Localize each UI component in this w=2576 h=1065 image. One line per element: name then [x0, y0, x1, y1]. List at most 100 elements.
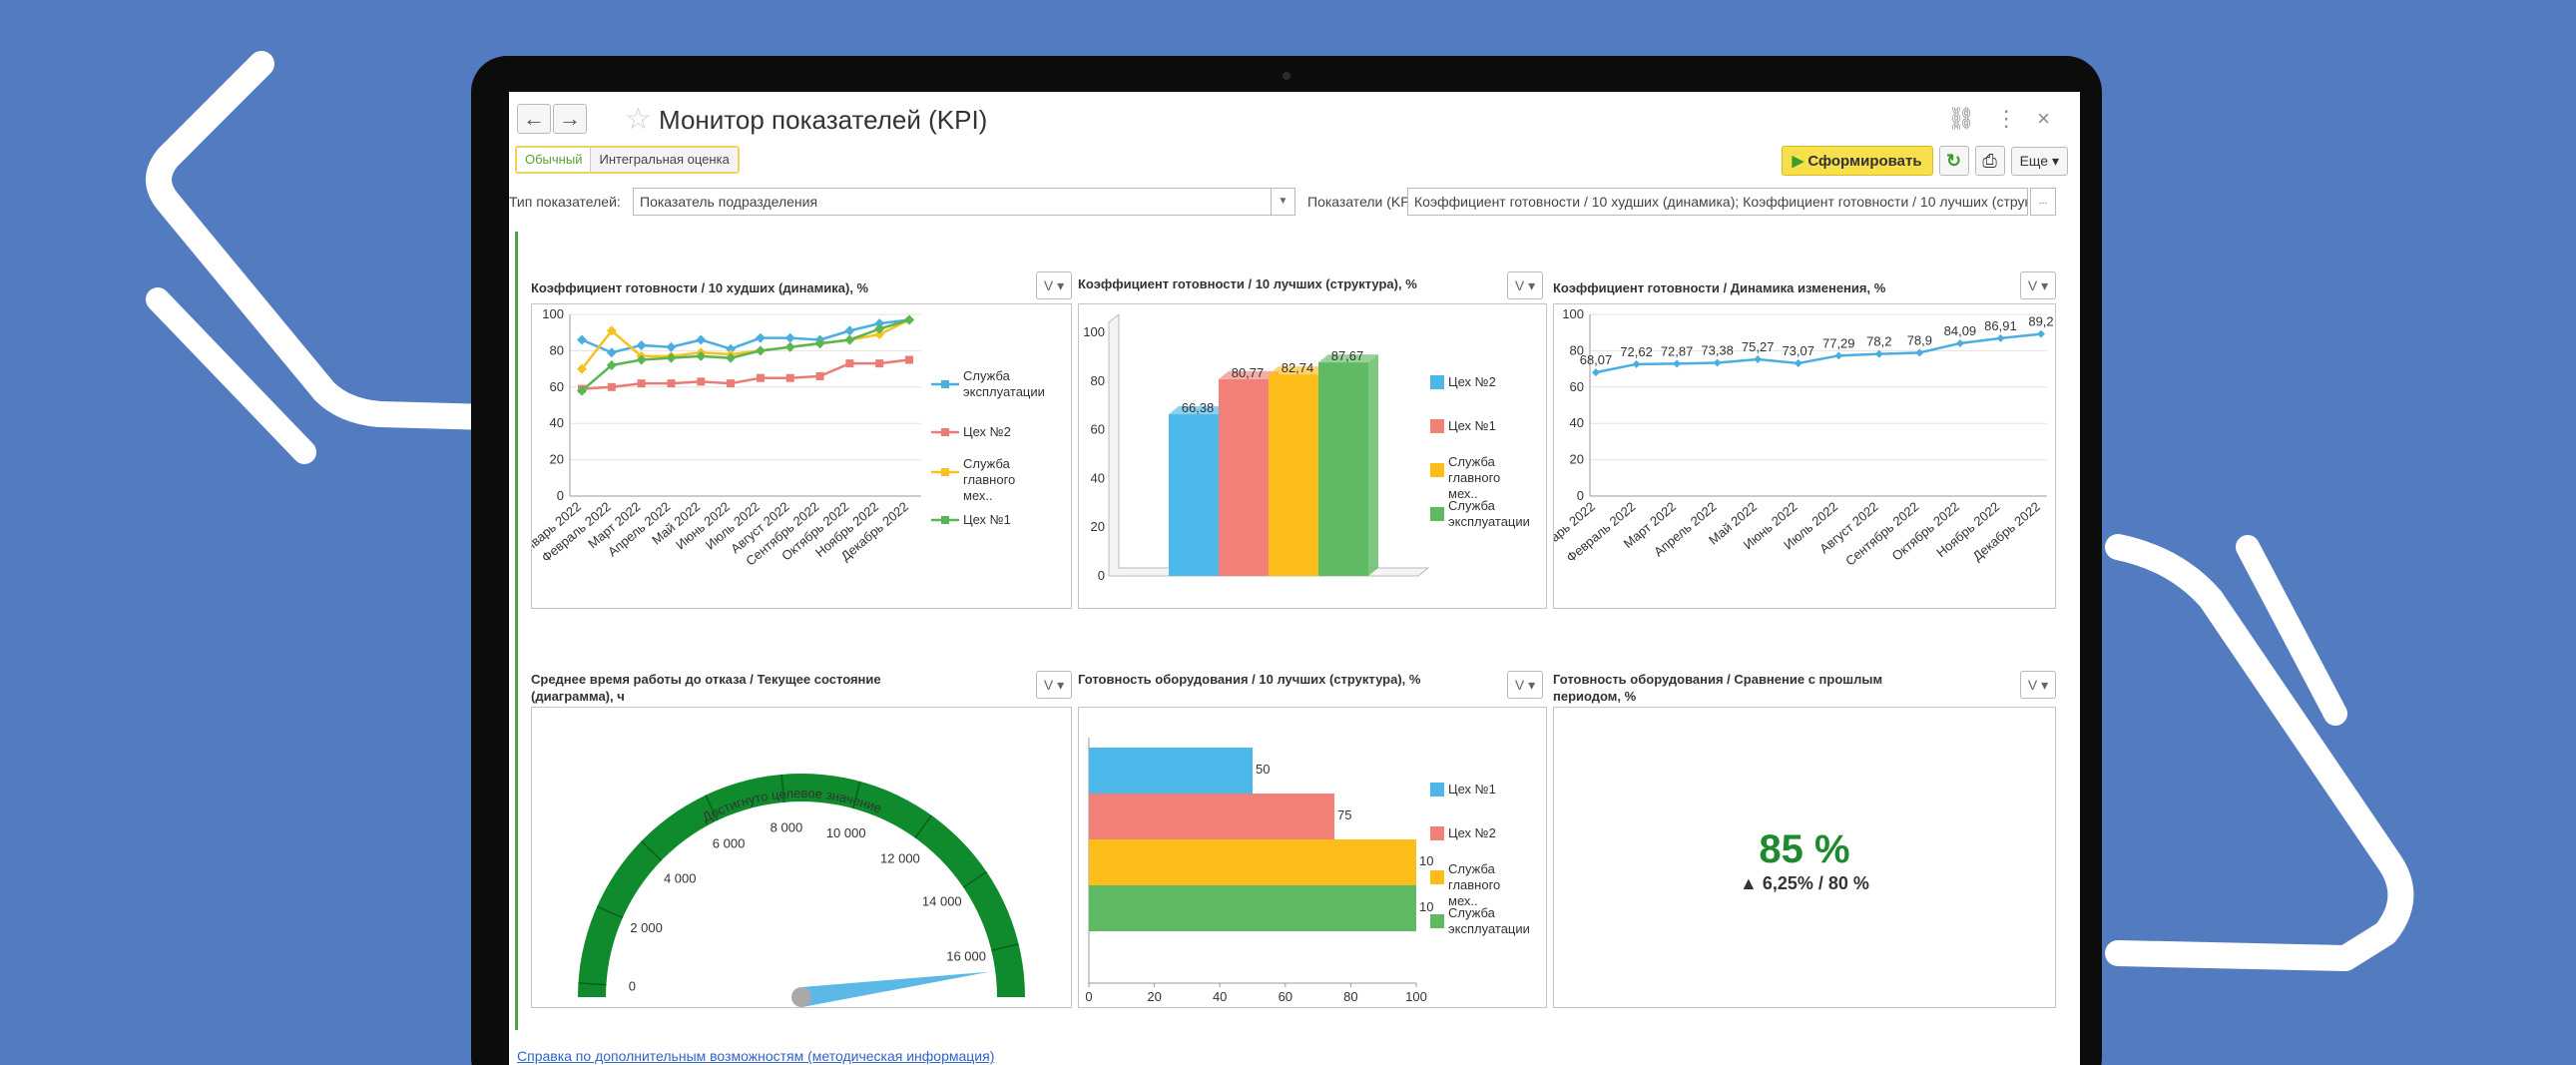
panel-4-title: Среднее время работы до отказа / Текущее…	[531, 672, 881, 704]
bar	[1169, 414, 1219, 576]
chevron-down-icon: ▾	[2051, 152, 2059, 169]
series-line	[581, 318, 910, 354]
data-point	[606, 325, 617, 336]
panel-5-title: Готовность оборудования / 10 лучших (стр…	[1078, 672, 1421, 687]
gauge-tick	[914, 814, 932, 839]
refresh-button[interactable]: ↻	[1938, 146, 1969, 176]
generate-button[interactable]: ▶ Сформировать	[1781, 146, 1933, 176]
panel-1-variant-button[interactable]: V ▾	[1036, 271, 1072, 299]
filter-row: Тип показателей: Показатель подразделени…	[509, 188, 2070, 216]
mode-integral[interactable]: Интегральная оценка	[591, 148, 738, 172]
kpi-select-button[interactable]: ...	[2030, 188, 2056, 216]
legend-swatch	[1430, 870, 1444, 884]
close-icon[interactable]: ×	[2037, 106, 2070, 131]
line-chart-dynamics: 0 20 40 60 80 100 68,07 72,62 72,87 73,38 75,27 73,…	[1554, 306, 2054, 569]
panel-2-variant-button[interactable]: V ▾	[1507, 271, 1543, 299]
favorite-star-icon[interactable]: ☆	[625, 103, 652, 136]
data-point	[667, 379, 676, 388]
legend-label: Служба	[1448, 498, 1496, 513]
legend-label: Служба	[963, 368, 1011, 383]
legend-marker	[941, 468, 949, 476]
bar-top	[1318, 354, 1378, 363]
data-point	[874, 329, 885, 340]
y-tick-label: 100	[542, 306, 564, 321]
print-button[interactable]: ⎙	[1974, 146, 2005, 176]
legend-label: Служба	[1448, 905, 1496, 920]
x-tick-label: 40	[1213, 989, 1227, 1004]
data-point	[875, 359, 884, 368]
bar-top	[1169, 406, 1229, 415]
panel-5-variant-button[interactable]: V ▾	[1507, 671, 1543, 699]
link-icon[interactable]: ⛓	[1947, 106, 1996, 131]
panel-2-chart: 0 20 40 60 80 100 66,38 80,77 82,74 87,67 Цех №2 Це…	[1078, 303, 1547, 609]
more-button[interactable]: Еще ▾	[2010, 146, 2068, 176]
kpi-field[interactable]: Коэффициент готовности / 10 худших (дина…	[1407, 188, 2028, 216]
data-point	[726, 352, 737, 363]
legend-label: Служба	[1448, 454, 1496, 469]
y-tick-label: 80	[1091, 373, 1105, 388]
panel-3-title: Коэффициент готовности / Динамика измене…	[1553, 280, 1886, 295]
kpi-label: Показатели (KPI):	[1307, 194, 1423, 210]
panel-3-variant-button[interactable]: V ▾	[2020, 271, 2056, 299]
gauge-tick	[578, 982, 607, 986]
legend-swatch	[1430, 375, 1444, 389]
data-point	[844, 334, 855, 345]
data-point	[697, 377, 706, 386]
data-label: 82,74	[1282, 360, 1314, 375]
y-tick-label: 60	[1570, 379, 1584, 394]
legend-swatch	[1430, 783, 1444, 797]
series-line	[581, 358, 910, 390]
gauge-tick	[851, 781, 861, 809]
data-point	[785, 373, 794, 382]
data-label: 89,2	[2028, 314, 2053, 329]
back-button[interactable]: ←	[517, 104, 551, 134]
data-label: 75	[1337, 807, 1351, 822]
data-label: 86,91	[1984, 318, 2017, 333]
bar	[1089, 885, 1416, 931]
data-point	[874, 323, 885, 334]
mode-switch: Обычный Интегральная оценка	[515, 146, 740, 174]
panel-1-chart: 0 20 40 60 80 100 Январь 2022 Февраль 2022 Март …	[531, 303, 1072, 609]
data-point	[607, 382, 616, 391]
legend-label: эксплуатации	[1448, 921, 1530, 936]
data-label: 77,29	[1822, 335, 1855, 350]
y-tick-label: 20	[1091, 519, 1105, 534]
chart-floor	[1108, 312, 1430, 577]
forward-button[interactable]: →	[553, 104, 587, 134]
data-point	[577, 334, 587, 345]
legend-marker	[941, 380, 949, 388]
type-field[interactable]: Показатель подразделения	[633, 188, 1272, 216]
y-tick-label: 40	[1570, 415, 1584, 430]
data-point	[2037, 329, 2045, 338]
data-point	[606, 347, 617, 358]
x-tick-label: 60	[1279, 989, 1292, 1004]
panel-6-kpi: 85 % ▲ 6,25% / 80 %	[1553, 707, 2056, 1008]
legend-label: мех..	[1448, 893, 1478, 908]
gauge-needle	[799, 971, 990, 1007]
y-tick-label: 40	[1091, 470, 1105, 485]
gauge-tick	[962, 870, 987, 888]
data-point	[726, 343, 737, 354]
data-label: 78,2	[1866, 334, 1891, 349]
panel-4-variant-button[interactable]: V ▾	[1036, 671, 1072, 699]
panel-2-title: Коэффициент готовности / 10 лучших (стру…	[1078, 276, 1417, 291]
type-dropdown-icon[interactable]: ▼	[1272, 188, 1295, 216]
more-vertical-icon[interactable]: ⋮	[1995, 106, 2038, 131]
panel-6-variant-button[interactable]: V ▾	[2020, 671, 2056, 699]
y-tick-label: 80	[1570, 342, 1584, 357]
gauge-tick-label: 12 000	[880, 851, 920, 866]
legend-marker	[941, 516, 949, 524]
help-link[interactable]: Справка по дополнительным возможностям (…	[517, 1048, 995, 1064]
panel-3-chart: 0 20 40 60 80 100 68,07 72,62 72,87 73,38 75,27 73,…	[1553, 303, 2056, 609]
data-point	[1713, 358, 1722, 367]
gauge-tick	[596, 905, 624, 919]
gauge-band	[578, 774, 1025, 997]
y-tick-label: 80	[550, 342, 564, 357]
y-tick-label: 60	[1091, 422, 1105, 437]
mode-normal[interactable]: Обычный	[517, 148, 592, 172]
kpi-value: 85 %	[1759, 827, 1850, 871]
x-tick-label: 20	[1147, 989, 1161, 1004]
